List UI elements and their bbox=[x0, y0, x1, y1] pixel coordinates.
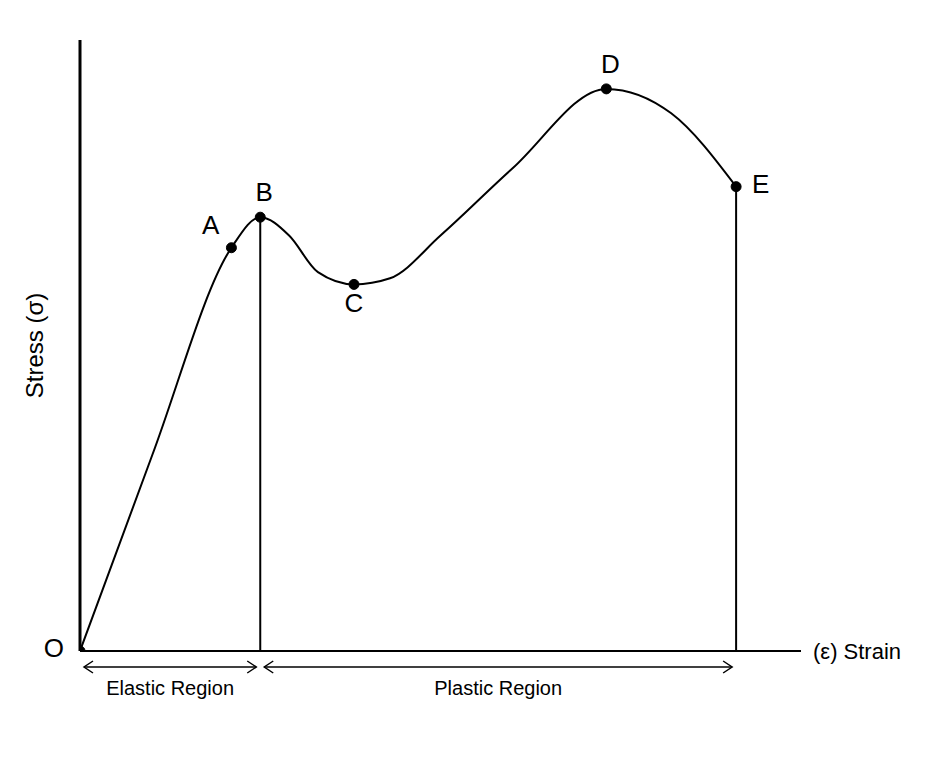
svg-text:Elastic Region: Elastic Region bbox=[106, 677, 234, 699]
svg-text:C: C bbox=[345, 288, 364, 318]
svg-text:D: D bbox=[601, 49, 620, 79]
svg-text:Plastic Region: Plastic Region bbox=[434, 677, 562, 699]
svg-text:Stress (σ): Stress (σ) bbox=[21, 293, 48, 398]
svg-text:O: O bbox=[44, 633, 64, 663]
svg-text:B: B bbox=[256, 177, 273, 207]
svg-text:(ε) Strain: (ε) Strain bbox=[813, 639, 901, 664]
svg-text:A: A bbox=[202, 210, 220, 240]
svg-text:E: E bbox=[752, 169, 769, 199]
